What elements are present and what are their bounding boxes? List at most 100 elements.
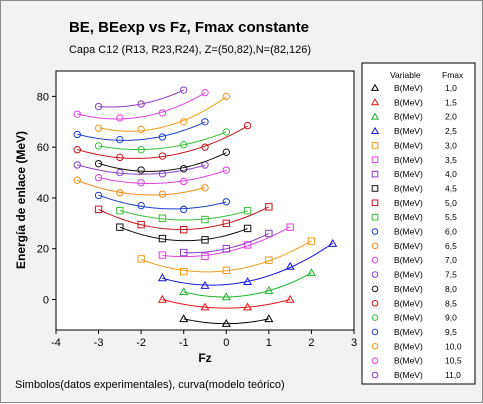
data-point bbox=[243, 302, 253, 311]
series-fmax-4-0 bbox=[180, 229, 273, 257]
data-point bbox=[137, 179, 145, 187]
legend-header-fmax: Fmax bbox=[442, 70, 464, 80]
square-marker-icon bbox=[371, 213, 379, 221]
fit-curve bbox=[162, 242, 333, 286]
data-point bbox=[264, 285, 274, 294]
legend-variable: B(MeV) bbox=[394, 356, 423, 366]
legend-box bbox=[361, 62, 476, 385]
legend-variable: B(MeV) bbox=[394, 97, 423, 107]
series-fmax-5-5 bbox=[116, 206, 252, 224]
data-point bbox=[94, 142, 103, 150]
data-point bbox=[243, 277, 253, 286]
data-point bbox=[137, 100, 145, 108]
x-tick-label: 2 bbox=[308, 337, 314, 349]
y-tick-label: 80 bbox=[37, 91, 49, 103]
data-point bbox=[180, 177, 188, 186]
data-point bbox=[158, 133, 167, 141]
y-axis: 0 20 40 60 80 bbox=[37, 91, 56, 307]
y-tick-label: 0 bbox=[43, 295, 49, 307]
legend-fmax: 3,5 bbox=[445, 155, 457, 165]
data-point bbox=[73, 146, 81, 154]
series-fmax-8-0 bbox=[94, 148, 230, 174]
data-point bbox=[328, 238, 338, 247]
legend-item: B(MeV) 3,0 bbox=[371, 140, 457, 150]
data-point bbox=[94, 191, 103, 200]
triangle-marker-icon bbox=[370, 83, 380, 91]
legend-item: B(MeV) 4,5 bbox=[371, 183, 457, 193]
data-point bbox=[94, 159, 103, 168]
legend-item: B(MeV) 9,0 bbox=[371, 313, 457, 323]
square-marker-icon bbox=[371, 185, 379, 192]
square-marker-icon bbox=[371, 156, 379, 164]
fit-curve bbox=[98, 96, 227, 132]
fit-curve bbox=[98, 152, 227, 172]
data-point bbox=[158, 152, 167, 160]
data-point bbox=[201, 184, 209, 192]
legend-variable: B(MeV) bbox=[394, 298, 423, 308]
legend-item: B(MeV) 8,0 bbox=[371, 284, 457, 294]
triangle-marker-icon bbox=[370, 98, 380, 106]
data-point bbox=[307, 237, 316, 245]
data-point bbox=[180, 118, 188, 126]
legend-item: B(MeV) 9,5 bbox=[371, 327, 457, 337]
data-point bbox=[116, 153, 124, 162]
circle-marker-icon bbox=[371, 314, 379, 321]
data-point bbox=[73, 110, 81, 118]
x-tick-label: -2 bbox=[136, 337, 146, 349]
y-axis-label: Energía de enlace (MeV) bbox=[14, 131, 28, 269]
legend-header-variable: Variable bbox=[390, 70, 421, 80]
data-point bbox=[137, 220, 145, 229]
legend-item: B(MeV) 6,0 bbox=[371, 227, 457, 237]
legend-item: B(MeV) 2,5 bbox=[370, 126, 457, 136]
circle-marker-icon bbox=[371, 271, 379, 278]
legend-item: B(MeV) 11,0 bbox=[371, 370, 461, 380]
data-point bbox=[222, 266, 230, 275]
data-point bbox=[201, 252, 209, 261]
series-fmax-11-0 bbox=[94, 86, 188, 111]
fit-curve bbox=[98, 194, 227, 210]
data-point bbox=[94, 102, 103, 111]
data-point bbox=[116, 168, 124, 177]
legend-fmax: 11,0 bbox=[445, 370, 461, 380]
data-point bbox=[286, 223, 294, 231]
legend-variable: B(MeV) bbox=[394, 270, 423, 280]
series-fmax-2-0 bbox=[179, 268, 316, 301]
fit-curve bbox=[119, 226, 248, 242]
triangle-marker-icon bbox=[370, 112, 380, 120]
fit-curve bbox=[183, 318, 269, 325]
data-point bbox=[265, 229, 273, 238]
data-point bbox=[137, 146, 145, 154]
circle-marker-icon bbox=[371, 285, 379, 293]
legend-variable: B(MeV) bbox=[394, 370, 423, 380]
fit-curve bbox=[183, 233, 270, 254]
legend-variable: B(MeV) bbox=[394, 341, 423, 351]
x-axis: -4 -3 -2 -1 0 1 2 3 bbox=[51, 330, 357, 349]
data-point bbox=[201, 236, 209, 244]
legend-item: B(MeV) 10,0 bbox=[371, 341, 462, 351]
data-point bbox=[201, 88, 209, 97]
series-fmax-6-5 bbox=[73, 176, 209, 198]
fit-curve bbox=[77, 125, 248, 159]
circle-marker-icon bbox=[371, 371, 379, 379]
square-marker-icon bbox=[371, 142, 379, 149]
legend-variable: B(MeV) bbox=[394, 313, 423, 323]
legend-fmax: 6,5 bbox=[445, 241, 457, 251]
series-fmax-1-0 bbox=[179, 314, 274, 327]
series-fmax-6-0 bbox=[94, 191, 230, 214]
fit-curve bbox=[162, 299, 291, 309]
data-point bbox=[116, 114, 124, 122]
chart-title: BE, BEexp vs Fz, Fmax constante bbox=[69, 19, 309, 36]
fit-curve bbox=[77, 92, 206, 120]
legend-item: B(MeV) 2,0 bbox=[370, 112, 457, 122]
legend-fmax: 1,0 bbox=[445, 83, 457, 93]
series-fmax-2-5 bbox=[157, 238, 338, 289]
x-tick-label: -1 bbox=[179, 337, 189, 349]
fit-curve bbox=[183, 272, 312, 298]
legend-variable: B(MeV) bbox=[394, 83, 423, 93]
square-marker-icon bbox=[371, 170, 379, 178]
legend-variable: B(MeV) bbox=[394, 327, 423, 337]
legend-item: B(MeV) 5,5 bbox=[371, 212, 457, 222]
fit-curve bbox=[77, 179, 206, 196]
